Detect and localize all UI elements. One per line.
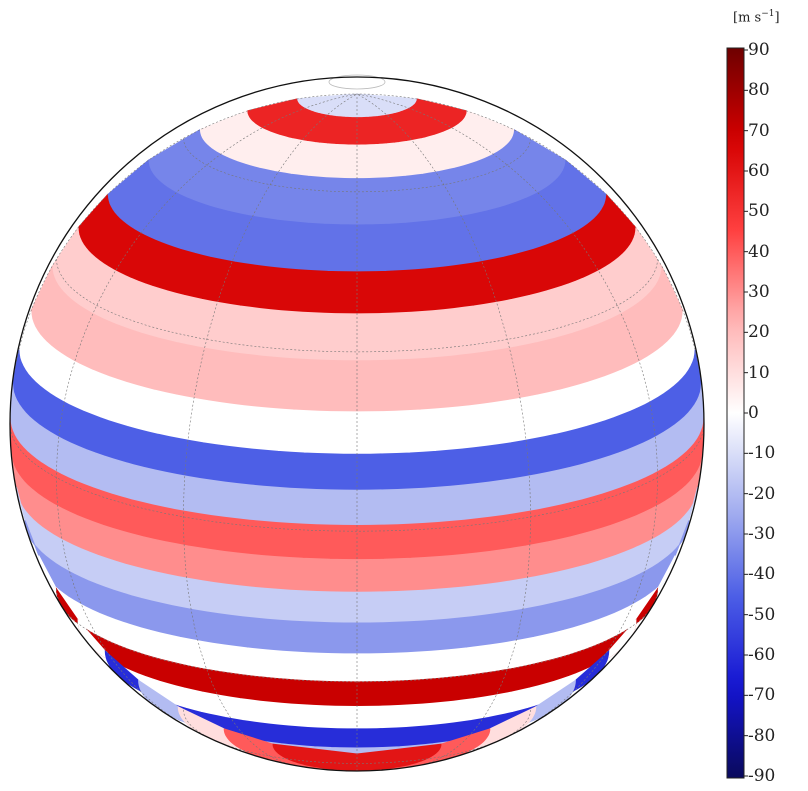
- zonal-wind-bands: [10, 94, 704, 770]
- colorbar-ticks: [744, 50, 748, 776]
- colorbar: [727, 48, 744, 778]
